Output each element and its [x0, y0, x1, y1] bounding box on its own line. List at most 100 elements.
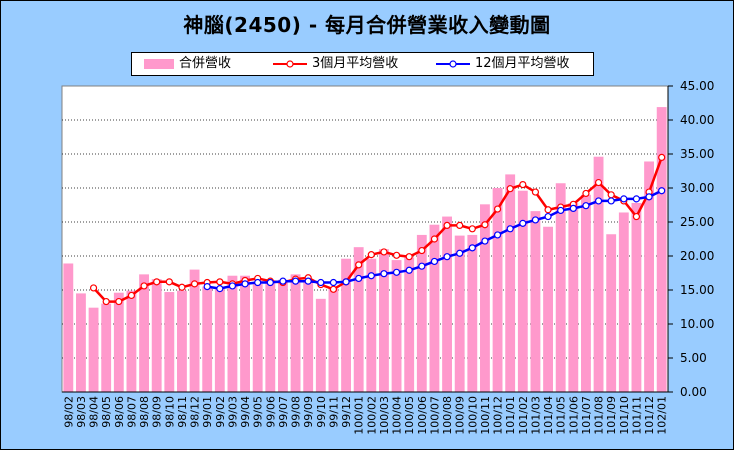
point-ma3	[430, 235, 439, 243]
point-ma3	[531, 188, 540, 196]
bar	[63, 263, 74, 392]
bar	[391, 260, 402, 392]
point-ma12	[607, 197, 615, 205]
x-tick-label: 99/05	[252, 396, 265, 428]
bar	[252, 283, 263, 392]
x-tick-label: 98/04	[88, 396, 101, 428]
x-tick-label: 100/11	[479, 396, 492, 435]
x-tick-label: 99/06	[264, 396, 277, 428]
x-tick-label: 99/08	[290, 396, 303, 428]
point-ma3	[418, 246, 426, 255]
legend-item-ma3: 3個月平均營收	[272, 53, 398, 75]
bar	[328, 288, 339, 392]
point-ma3	[367, 251, 375, 259]
point-ma12	[203, 283, 211, 291]
point-ma12	[557, 206, 565, 215]
point-ma12	[544, 212, 552, 221]
point-ma3	[190, 280, 199, 288]
bar	[315, 298, 326, 392]
bar	[492, 188, 503, 392]
bar	[644, 161, 654, 392]
x-tick-label: 98/11	[176, 396, 189, 428]
bar	[303, 279, 314, 392]
bar	[366, 258, 377, 392]
x-tick-label: 100/12	[492, 396, 505, 435]
point-ma12	[392, 268, 401, 276]
bar	[214, 289, 225, 392]
point-ma3	[607, 191, 615, 199]
bar	[278, 279, 288, 392]
bar	[265, 283, 276, 392]
bar	[101, 303, 112, 392]
point-ma3	[178, 283, 186, 291]
x-tick-label: 100/02	[365, 396, 378, 435]
legend-label-ma3: 3個月平均營收	[312, 56, 399, 71]
bar	[618, 212, 629, 392]
bar	[656, 107, 667, 392]
x-tick-label: 100/01	[353, 396, 366, 435]
point-ma12	[582, 202, 590, 210]
x-tick-label: 99/10	[315, 396, 328, 428]
point-ma12	[506, 225, 514, 233]
y-tick-label: 5.00	[680, 351, 707, 365]
point-ma12	[405, 266, 413, 274]
bar	[404, 257, 415, 392]
point-ma3	[582, 189, 590, 198]
point-ma3	[594, 178, 603, 187]
bar	[177, 290, 187, 392]
point-ma3	[115, 297, 123, 306]
x-tick-label: 101/01	[504, 396, 517, 435]
bar	[555, 183, 566, 392]
point-ma3	[544, 206, 552, 214]
point-ma12	[456, 249, 464, 257]
x-tick-label: 99/09	[302, 396, 315, 428]
point-ma3	[140, 282, 148, 290]
bar	[581, 194, 591, 392]
point-ma12	[241, 280, 249, 288]
bar	[76, 293, 86, 392]
x-tick-label: 101/06	[567, 396, 580, 435]
x-tick-label: 100/04	[391, 396, 404, 435]
x-tick-label: 99/04	[239, 396, 252, 428]
point-ma12	[430, 257, 439, 266]
point-ma12	[355, 274, 363, 283]
point-ma3	[632, 212, 641, 221]
x-tick-label: 101/02	[517, 396, 530, 435]
point-ma3	[392, 251, 401, 259]
line-ma3	[92, 156, 663, 303]
legend-swatch-ma3	[273, 59, 307, 68]
point-ma12	[228, 282, 237, 290]
y-tick-label: 20.00	[680, 249, 714, 263]
bar	[467, 234, 478, 392]
x-tick-label: 100/06	[416, 396, 429, 435]
point-ma3	[89, 284, 98, 292]
legend-item-revenue: 合併營收	[144, 53, 231, 75]
bar	[113, 292, 124, 392]
point-ma3	[216, 278, 224, 286]
point-ma3	[165, 278, 173, 286]
x-tick-label: 102/01	[656, 396, 669, 435]
bar	[227, 275, 238, 392]
x-tick-label: 99/03	[226, 396, 239, 428]
point-ma12	[216, 285, 224, 293]
point-ma3	[443, 221, 451, 229]
legend-label-revenue: 合併營收	[179, 56, 232, 71]
bar	[442, 216, 452, 392]
x-tick-label: 100/03	[378, 396, 391, 435]
point-ma3	[380, 248, 388, 256]
point-ma12	[342, 278, 350, 286]
bar	[517, 190, 528, 392]
x-tick-label: 100/05	[403, 396, 416, 435]
bar	[353, 247, 364, 392]
point-ma12	[254, 278, 262, 287]
x-tick-label: 101/12	[643, 396, 656, 435]
x-tick-label: 98/05	[100, 396, 113, 428]
point-ma12	[380, 270, 388, 278]
point-ma3	[468, 225, 476, 233]
legend-swatch-bar	[144, 58, 174, 69]
point-ma12	[266, 278, 274, 287]
x-tick-label: 101/05	[555, 396, 568, 435]
y-tick-label: 0.00	[680, 385, 707, 399]
chart-title: 神腦(2450) - 每月合併營業收入變動圖	[183, 13, 551, 37]
